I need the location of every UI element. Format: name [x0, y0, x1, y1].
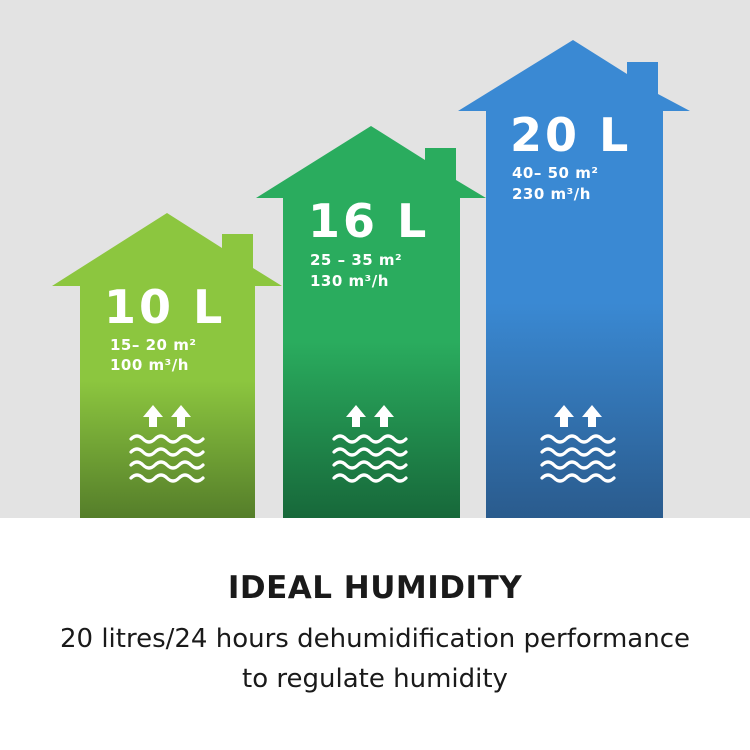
airflow-label: 130 m³/h [310, 272, 389, 290]
house-10l [52, 213, 282, 518]
house-20l [458, 40, 690, 518]
caption-line-1: 20 litres/24 hours dehumidification perf… [59, 624, 691, 654]
caption-title: IDEAL HUMIDITY [227, 570, 523, 606]
room-size-label: 40– 50 m² [512, 164, 599, 182]
airflow-label: 100 m³/h [110, 356, 189, 374]
capacity-label: 20 L [510, 108, 632, 162]
capacity-label: 16 L [308, 194, 430, 248]
airflow-label: 230 m³/h [512, 185, 591, 203]
room-size-label: 25 – 35 m² [310, 251, 403, 269]
house-16l [256, 126, 486, 518]
room-size-label: 15– 20 m² [110, 336, 197, 354]
capacity-label: 10 L [104, 280, 226, 334]
caption-line-2: to regulate humidity [242, 664, 508, 694]
houses-graphic [52, 40, 690, 518]
